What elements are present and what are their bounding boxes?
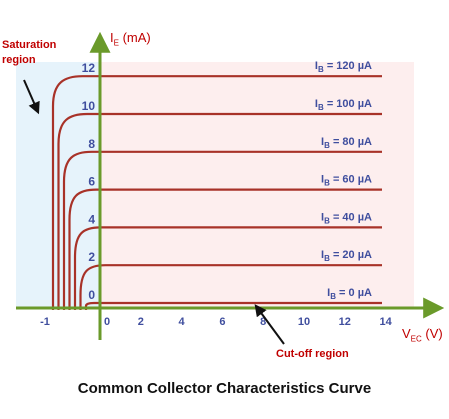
- series-label-ib-20: IB = 20 µA: [321, 249, 372, 263]
- x-tick-label: 14: [379, 316, 392, 328]
- y-tick-labels: 0 2 4 6 8 10 12: [82, 61, 96, 302]
- x-tick-labels: -1 0 2 4 6 8 10 12 14: [40, 316, 392, 328]
- y-axis-label-unit: (mA): [118, 30, 151, 45]
- curve-group: [51, 75, 382, 310]
- x-tick-label: 10: [298, 316, 310, 328]
- series-label-ib-100: IB = 100 µA: [315, 98, 372, 112]
- y-axis-label-main: I: [110, 30, 114, 45]
- x-tick-label: 12: [339, 316, 351, 328]
- series-line-ib-0: [84, 301, 382, 310]
- series-line-ib-100: [57, 112, 382, 310]
- series-label-ib-80: IB = 80 µA: [321, 136, 372, 150]
- series-label-ib-0: IB = 0 µA: [327, 287, 372, 301]
- saturation-region-label: Saturation region: [2, 39, 57, 66]
- x-tick-label: 6: [219, 316, 225, 328]
- active-region: [100, 62, 414, 308]
- x-tick-label: 0: [104, 316, 110, 328]
- cutoff-region-label: Cut-off region: [276, 348, 349, 360]
- y-tick-label: 2: [88, 250, 95, 264]
- x-axis-label-main: V: [402, 326, 411, 341]
- series-label-ib-60: IB = 60 µA: [321, 174, 372, 188]
- series-line-ib-20: [79, 264, 382, 310]
- y-tick-label: 10: [82, 99, 96, 113]
- chart-title: Common Collector Characteristics Curve: [77, 380, 372, 397]
- y-tick-label: 6: [88, 175, 95, 189]
- x-axis-label-unit: (V): [421, 326, 443, 341]
- x-tick-label: 2: [138, 316, 144, 328]
- series-line-ib-120: [51, 75, 382, 310]
- x-axis-label-sub: EC: [410, 334, 422, 344]
- y-tick-label: 12: [82, 61, 96, 75]
- x-tick-label: 8: [260, 316, 266, 328]
- y-tick-label: 4: [88, 212, 95, 226]
- saturation-arrow: [23, 79, 40, 115]
- series-label-ib-40: IB = 40 µA: [321, 211, 372, 225]
- y-tick-label: 8: [88, 137, 95, 151]
- y-axis-label-sub: E: [113, 38, 119, 48]
- x-axis-label: VEC (V): [402, 326, 443, 344]
- x-tick-label: 4: [179, 316, 186, 328]
- series-label-ib-120: IB = 120 µA: [315, 60, 372, 74]
- series-line-ib-60: [68, 188, 382, 310]
- x-tick-label: -1: [40, 316, 50, 328]
- y-axis-label: IE (mA): [110, 30, 151, 48]
- series-labels: IB = 0 µA IB = 20 µA IB = 40 µA IB = 60 µA I…: [315, 60, 372, 301]
- y-tick-label: 0: [88, 288, 95, 302]
- cutoff-arrow: [254, 304, 285, 345]
- series-line-ib-80: [62, 150, 382, 310]
